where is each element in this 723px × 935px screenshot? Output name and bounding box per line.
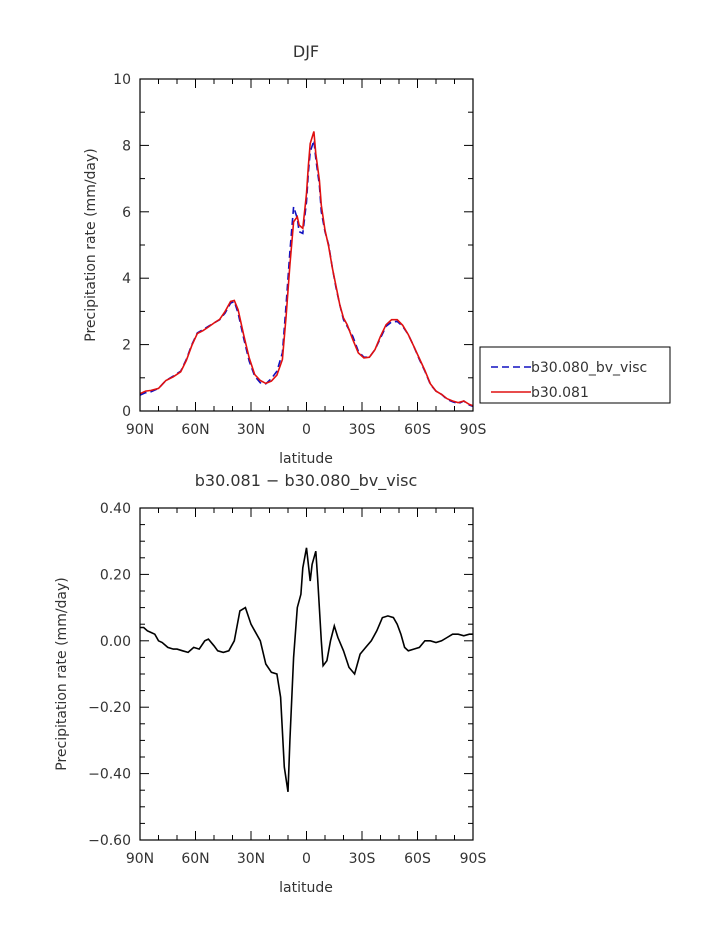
bottom-y-tick-label: 0.20 bbox=[100, 567, 131, 583]
top-x-tick-label: 90S bbox=[460, 422, 487, 438]
bottom-chart-title: b30.081 − b30.080_bv_visc bbox=[195, 471, 418, 491]
bottom-y-tick-label: −0.20 bbox=[88, 700, 131, 716]
bottom-x-tick-label: 60S bbox=[404, 851, 431, 867]
bottom-y-ticks: −0.60 −0.40 −0.20 0.00 0.20 0.40 bbox=[88, 501, 473, 849]
top-y-tick-label: 4 bbox=[122, 271, 131, 287]
bottom-series-lines bbox=[140, 547, 473, 793]
top-y-tick-label: 10 bbox=[113, 72, 131, 88]
legend-label-b30-081: b30.081 bbox=[531, 385, 589, 401]
top-x-tick-label: 30N bbox=[237, 422, 265, 438]
top-y-tick-label: 6 bbox=[122, 205, 131, 221]
top-series-lines bbox=[139, 131, 474, 408]
djf-precipitation-panel: DJF 90N 60N 30N 0 30S 60S 90S 0 2 4 6 8 10 latitude… bbox=[83, 42, 671, 467]
bottom-y-axis-label: Precipitation rate (mm/day) bbox=[54, 577, 70, 771]
top-plot-frame bbox=[139, 78, 474, 412]
bottom-x-tick-label: 90S bbox=[460, 851, 487, 867]
top-x-tick-label: 60S bbox=[404, 422, 431, 438]
bottom-y-tick-label: −0.60 bbox=[88, 833, 131, 849]
bottom-y-tick-label: −0.40 bbox=[88, 767, 131, 783]
top-series-line-1 bbox=[139, 131, 474, 407]
bottom-x-ticks: 90N 60N 30N 0 30S 60S 90S bbox=[126, 508, 487, 867]
top-x-tick-label: 30S bbox=[349, 422, 376, 438]
legend-label-b30-080-bv-visc: b30.080_bv_visc bbox=[531, 360, 647, 376]
bottom-x-tick-label: 30N bbox=[237, 851, 265, 867]
bottom-x-tick-label: 30S bbox=[349, 851, 376, 867]
bottom-x-tick-label: 90N bbox=[126, 851, 154, 867]
bottom-x-axis-label: latitude bbox=[279, 880, 333, 896]
top-y-tick-label: 0 bbox=[122, 404, 131, 420]
top-y-ticks: 0 2 4 6 8 10 bbox=[113, 72, 473, 420]
bottom-x-tick-label: 60N bbox=[181, 851, 209, 867]
bottom-y-tick-label: 0.00 bbox=[100, 634, 131, 650]
top-x-ticks: 90N 60N 30N 0 30S 60S 90S bbox=[126, 79, 487, 438]
bottom-x-tick-label: 0 bbox=[302, 851, 311, 867]
top-x-axis-label: latitude bbox=[279, 451, 333, 467]
top-chart-title: DJF bbox=[293, 42, 319, 61]
top-x-tick-label: 0 bbox=[302, 422, 311, 438]
bottom-series-line-0 bbox=[140, 547, 473, 793]
top-x-tick-label: 90N bbox=[126, 422, 154, 438]
top-x-tick-label: 60N bbox=[181, 422, 209, 438]
legend-box bbox=[479, 346, 671, 404]
difference-panel: b30.081 − b30.080_bv_visc 90N 60N 30N 0 30S 6… bbox=[54, 471, 486, 896]
top-y-axis-label: Precipitation rate (mm/day) bbox=[83, 148, 99, 342]
top-y-tick-label: 2 bbox=[122, 338, 131, 354]
bottom-plot-frame bbox=[139, 507, 474, 841]
legend: b30.080_bv_visc b30.081 bbox=[479, 346, 671, 404]
bottom-y-tick-label: 0.40 bbox=[100, 501, 131, 517]
top-y-tick-label: 8 bbox=[122, 138, 131, 154]
